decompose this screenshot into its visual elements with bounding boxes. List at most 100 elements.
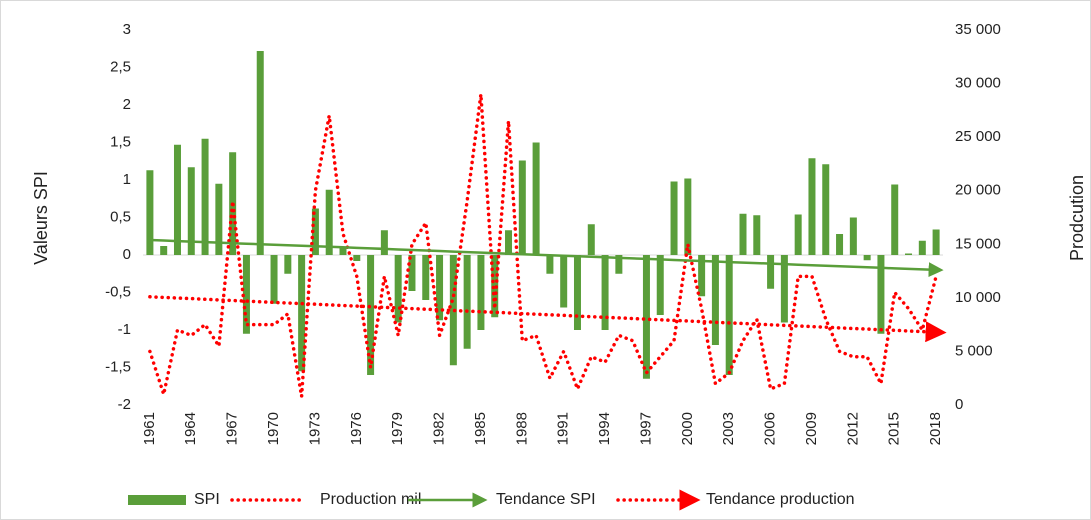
y2-tick-label: 10 000 [955, 289, 1001, 306]
bar [463, 255, 471, 349]
y-tick-label: -0,5 [105, 283, 131, 300]
legend-label: Production mil [320, 491, 421, 508]
bar [684, 178, 692, 255]
x-tick-label: 1961 [141, 412, 158, 445]
bar [698, 255, 706, 297]
bar [918, 240, 926, 255]
x-tick-label: 2003 [720, 412, 737, 445]
y-tick-label: -1,5 [105, 358, 131, 375]
y2-tick-label: 5 000 [955, 342, 993, 359]
bar [477, 255, 485, 330]
bar [353, 255, 361, 261]
y-tick-label: 1,5 [110, 133, 131, 150]
bar [270, 255, 278, 304]
x-tick-label: 2018 [927, 412, 944, 445]
bar [794, 214, 802, 255]
y2-tick-label: 15 000 [955, 235, 1001, 252]
bar [298, 255, 306, 372]
y-tick-label: -2 [118, 396, 131, 413]
bar [505, 230, 513, 255]
x-tick-label: 2009 [803, 412, 820, 445]
line [149, 238, 944, 278]
bar [491, 255, 499, 318]
bar [394, 255, 402, 323]
x-tick-label: 2012 [844, 412, 861, 445]
bar [642, 255, 650, 379]
bar [325, 189, 333, 255]
bar [546, 255, 554, 274]
bar [656, 255, 664, 315]
x-tick-label: 1985 [472, 412, 489, 445]
line [148, 295, 947, 343]
x-tick-label: 1976 [348, 412, 365, 445]
bar [601, 255, 609, 330]
bar [836, 234, 844, 255]
bar [436, 255, 444, 321]
legend-label: Tendance production [706, 491, 855, 508]
bar [877, 255, 885, 334]
bar [242, 255, 250, 334]
bar [615, 255, 623, 274]
bar [711, 255, 719, 345]
bar [201, 138, 209, 255]
x-tick-label: 2006 [762, 412, 779, 445]
x-tick-label: 1964 [182, 412, 199, 445]
y-tick-label: 0,5 [110, 208, 131, 225]
line [148, 94, 938, 402]
bar [146, 170, 154, 255]
bar [891, 184, 899, 255]
bar [408, 255, 416, 291]
bar [932, 229, 940, 255]
y-tick-label: -1 [118, 321, 131, 338]
bar [256, 51, 264, 255]
x-tick-label: 2015 [886, 412, 903, 445]
y2-axis-title: Prodcution [1067, 175, 1087, 261]
bar [587, 224, 595, 255]
bar [780, 255, 788, 323]
x-tick-label: 1967 [224, 412, 241, 445]
bar [753, 215, 761, 255]
bar [160, 246, 168, 255]
bar [518, 160, 526, 255]
y-tick-label: 2 [123, 96, 131, 113]
legend-swatch [128, 495, 186, 505]
legend-label: SPI [194, 491, 220, 508]
bar [863, 255, 871, 261]
x-tick-label: 1973 [306, 412, 323, 445]
bar [670, 181, 678, 255]
x-tick-label: 1997 [637, 412, 654, 445]
x-tick-label: 1991 [555, 412, 572, 445]
legend-label: Tendance SPI [496, 491, 596, 508]
bar [905, 253, 913, 255]
bar [284, 255, 292, 274]
x-tick-label: 1988 [513, 412, 530, 445]
bar [367, 255, 375, 375]
y-tick-label: 2,5 [110, 58, 131, 75]
y-tick-label: 3 [123, 21, 131, 38]
y2-tick-label: 25 000 [955, 128, 1001, 145]
bar [808, 158, 816, 255]
y2-tick-label: 30 000 [955, 75, 1001, 92]
bar [849, 217, 857, 255]
x-tick-label: 1982 [431, 412, 448, 445]
y2-tick-label: 35 000 [955, 21, 1001, 38]
bar [215, 183, 223, 255]
y-tick-label: 1 [123, 171, 131, 188]
y-tick-label: 0 [123, 246, 131, 263]
bar [339, 247, 347, 255]
bar [311, 208, 319, 255]
x-tick-label: 1979 [389, 412, 406, 445]
bar [822, 164, 830, 255]
y-axis-title: Valeurs SPI [31, 171, 51, 265]
x-tick-label: 2000 [679, 412, 696, 445]
x-tick-label: 1970 [265, 412, 282, 445]
x-tick-label: 1994 [596, 412, 613, 445]
y2-tick-label: 0 [955, 396, 963, 413]
bar [380, 230, 388, 255]
bar [187, 167, 195, 255]
bar [422, 255, 430, 300]
bar [560, 255, 568, 308]
y2-tick-label: 20 000 [955, 182, 1001, 199]
bar [573, 255, 581, 330]
